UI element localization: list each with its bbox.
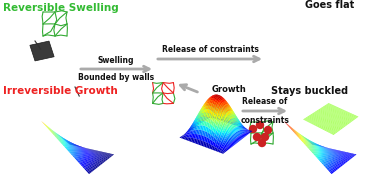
Circle shape <box>258 139 266 146</box>
Text: Bounded by walls: Bounded by walls <box>78 73 154 82</box>
Polygon shape <box>30 41 54 61</box>
Circle shape <box>256 122 264 129</box>
Circle shape <box>264 126 272 133</box>
Text: Release of constraints: Release of constraints <box>162 45 258 54</box>
Text: constraints: constraints <box>241 116 290 125</box>
Text: Irreversible Growth: Irreversible Growth <box>3 86 118 96</box>
Circle shape <box>249 125 256 132</box>
Circle shape <box>254 133 261 140</box>
Text: Swelling: Swelling <box>98 56 134 65</box>
Text: Goes flat: Goes flat <box>305 0 355 10</box>
Circle shape <box>261 133 268 140</box>
Text: Stays buckled: Stays buckled <box>272 86 349 96</box>
Text: Reversible Swelling: Reversible Swelling <box>3 3 119 13</box>
Text: Growth: Growth <box>212 84 247 94</box>
Text: Release of: Release of <box>242 97 288 106</box>
